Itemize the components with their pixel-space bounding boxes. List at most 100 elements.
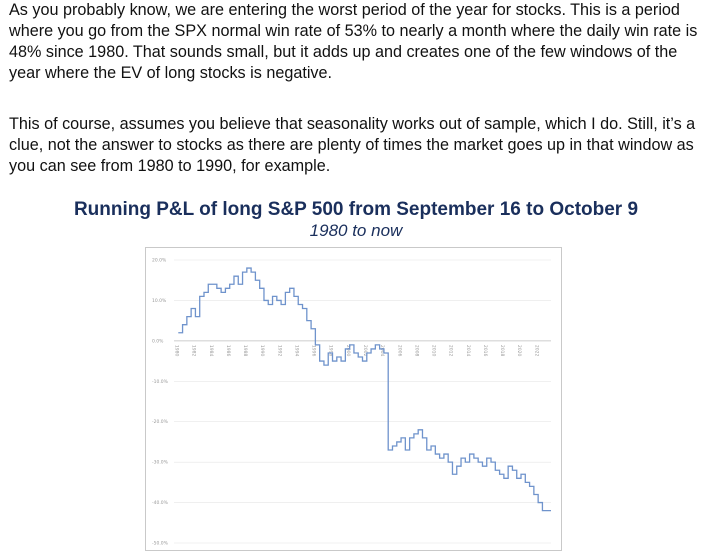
data-point	[362, 361, 363, 362]
x-tick-label: 1992	[276, 345, 282, 357]
x-tick-label: 1990	[259, 345, 265, 357]
data-point	[392, 446, 393, 447]
data-point	[315, 345, 316, 346]
data-point	[276, 300, 277, 301]
data-point	[529, 486, 530, 487]
data-point	[349, 345, 350, 346]
data-point	[319, 361, 320, 362]
x-tick-label: 2016	[482, 345, 488, 357]
data-point	[345, 349, 346, 350]
data-point	[426, 450, 427, 451]
x-tick-label: 1988	[242, 345, 248, 357]
x-tick-label: 2006	[396, 345, 402, 357]
x-tick-label: 2014	[465, 345, 471, 357]
data-point	[396, 442, 397, 443]
x-tick-label: 2012	[448, 345, 454, 357]
data-point	[379, 349, 380, 350]
data-point	[234, 276, 235, 277]
data-point	[255, 280, 256, 281]
data-point	[195, 316, 196, 317]
data-point	[375, 345, 376, 346]
y-tick-label: 0.0%	[152, 338, 164, 344]
y-tick-label: -10.0%	[152, 379, 169, 385]
x-tick-label: 2000	[345, 345, 351, 357]
article-paragraph-2: This of course, assumes you believe that…	[9, 115, 696, 175]
data-point	[221, 292, 222, 293]
y-tick-label: -30.0%	[152, 460, 169, 466]
data-point	[182, 324, 183, 325]
data-point	[366, 353, 367, 354]
data-point	[414, 433, 415, 434]
data-point	[525, 482, 526, 483]
y-tick-label: 20.0%	[152, 258, 167, 264]
data-point	[324, 365, 325, 366]
data-point	[384, 353, 385, 354]
data-point	[491, 462, 492, 463]
data-point	[452, 474, 453, 475]
data-point	[306, 320, 307, 321]
data-point	[208, 284, 209, 285]
x-tick-label: 2002	[362, 345, 368, 357]
data-point	[354, 353, 355, 354]
data-point	[495, 470, 496, 471]
y-tick-label: -40.0%	[152, 500, 169, 506]
data-point	[521, 474, 522, 475]
data-point	[435, 454, 436, 455]
data-point	[268, 304, 269, 305]
data-point	[281, 304, 282, 305]
x-tick-label: 2020	[516, 345, 522, 357]
data-point	[229, 284, 230, 285]
x-tick-label: 1998	[328, 345, 334, 357]
x-tick-label: 1984	[208, 345, 214, 357]
y-tick-label: -50.0%	[152, 541, 169, 547]
data-point	[225, 288, 226, 289]
data-point	[409, 437, 410, 438]
article-paragraph-1: As you probably know, we are entering th…	[9, 1, 698, 82]
data-point	[272, 296, 273, 297]
data-point	[358, 357, 359, 358]
data-point	[242, 272, 243, 273]
data-point	[238, 284, 239, 285]
data-point	[482, 466, 483, 467]
data-point	[251, 272, 252, 273]
data-point	[259, 288, 260, 289]
x-tick-label: 2004	[379, 345, 385, 357]
data-point	[328, 353, 329, 354]
chart-frame: 20.0% 10.0% 0.0% -10.0% -20.0% -30.0% -40.0% -5…	[145, 247, 562, 551]
data-point	[508, 466, 509, 467]
x-tick-label: 1980	[174, 345, 180, 357]
data-point	[486, 458, 487, 459]
pnl-series-line	[178, 267, 551, 512]
x-tick-label: 1994	[293, 345, 299, 357]
data-point	[285, 292, 286, 293]
x-tick-label: 1996	[311, 345, 317, 357]
data-point	[401, 437, 402, 438]
data-point	[371, 349, 372, 350]
data-point	[473, 458, 474, 459]
chart-title: Running P&L of long S&P 500 from Septemb…	[73, 199, 639, 220]
x-tick-label: 2010	[431, 345, 437, 357]
data-point	[503, 478, 504, 479]
data-point	[178, 332, 179, 333]
pnl-line-chart: 20.0% 10.0% 0.0% -10.0% -20.0% -30.0% -40.0% -5…	[152, 258, 551, 547]
data-point	[216, 288, 217, 289]
data-point	[264, 300, 265, 301]
data-point	[341, 361, 342, 362]
data-point	[546, 510, 547, 511]
data-point	[516, 478, 517, 479]
data-point	[456, 466, 457, 467]
x-tick-label: 2022	[533, 345, 539, 357]
data-point	[478, 462, 479, 463]
data-point	[431, 446, 432, 447]
data-point	[336, 357, 337, 358]
x-tick-label: 2018	[499, 345, 505, 357]
chart-subtitle: 1980 to now	[309, 221, 403, 240]
data-point	[448, 462, 449, 463]
data-point	[298, 304, 299, 305]
y-tick-label: 10.0%	[152, 298, 167, 304]
x-tick-label: 2008	[413, 345, 419, 357]
x-tick-label: 1986	[225, 345, 231, 357]
data-point	[405, 450, 406, 451]
data-point	[294, 296, 295, 297]
data-point	[538, 502, 539, 503]
